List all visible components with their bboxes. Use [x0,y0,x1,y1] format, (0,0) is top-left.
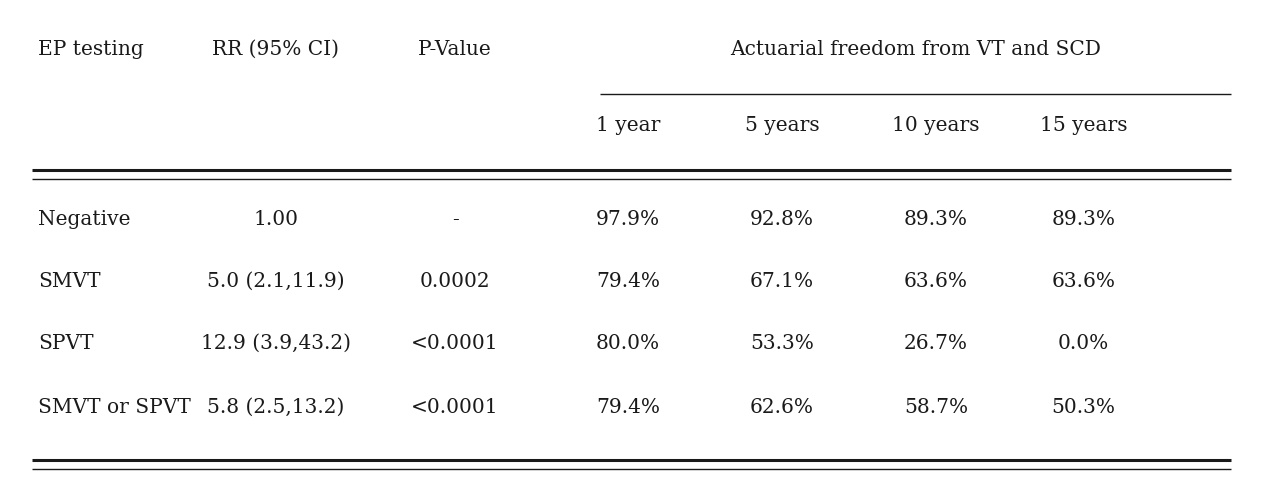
Text: 5.0 (2.1,11.9): 5.0 (2.1,11.9) [206,272,345,291]
Text: 58.7%: 58.7% [904,398,968,417]
Text: 0.0%: 0.0% [1058,334,1109,353]
Text: <0.0001: <0.0001 [412,398,499,417]
Text: 15 years: 15 years [1040,117,1127,135]
Text: 89.3%: 89.3% [904,210,968,229]
Text: 79.4%: 79.4% [596,272,660,291]
Text: 63.6%: 63.6% [904,272,968,291]
Text: 1 year: 1 year [596,117,660,135]
Text: P-Value: P-Value [418,40,492,59]
Text: 89.3%: 89.3% [1051,210,1115,229]
Text: 80.0%: 80.0% [596,334,660,353]
Text: -: - [451,210,459,229]
Text: SMVT or SPVT: SMVT or SPVT [38,398,191,417]
Text: 10 years: 10 years [892,117,979,135]
Text: 1.00: 1.00 [253,210,299,229]
Text: EP testing: EP testing [38,40,144,59]
Text: SPVT: SPVT [38,334,94,353]
Text: 53.3%: 53.3% [750,334,814,353]
Text: 5 years: 5 years [745,117,819,135]
Text: 5.8 (2.5,13.2): 5.8 (2.5,13.2) [206,398,345,417]
Text: 50.3%: 50.3% [1051,398,1115,417]
Text: Actuarial freedom from VT and SCD: Actuarial freedom from VT and SCD [729,40,1101,59]
Text: 79.4%: 79.4% [596,398,660,417]
Text: SMVT: SMVT [38,272,101,291]
Text: <0.0001: <0.0001 [412,334,499,353]
Text: 67.1%: 67.1% [750,272,814,291]
Text: 12.9 (3.9,43.2): 12.9 (3.9,43.2) [200,334,351,353]
Text: 97.9%: 97.9% [596,210,660,229]
Text: 63.6%: 63.6% [1051,272,1115,291]
Text: 26.7%: 26.7% [904,334,968,353]
Text: RR (95% CI): RR (95% CI) [212,40,340,59]
Text: 62.6%: 62.6% [750,398,814,417]
Text: 92.8%: 92.8% [750,210,814,229]
Text: 0.0002: 0.0002 [419,272,491,291]
Text: Negative: Negative [38,210,131,229]
